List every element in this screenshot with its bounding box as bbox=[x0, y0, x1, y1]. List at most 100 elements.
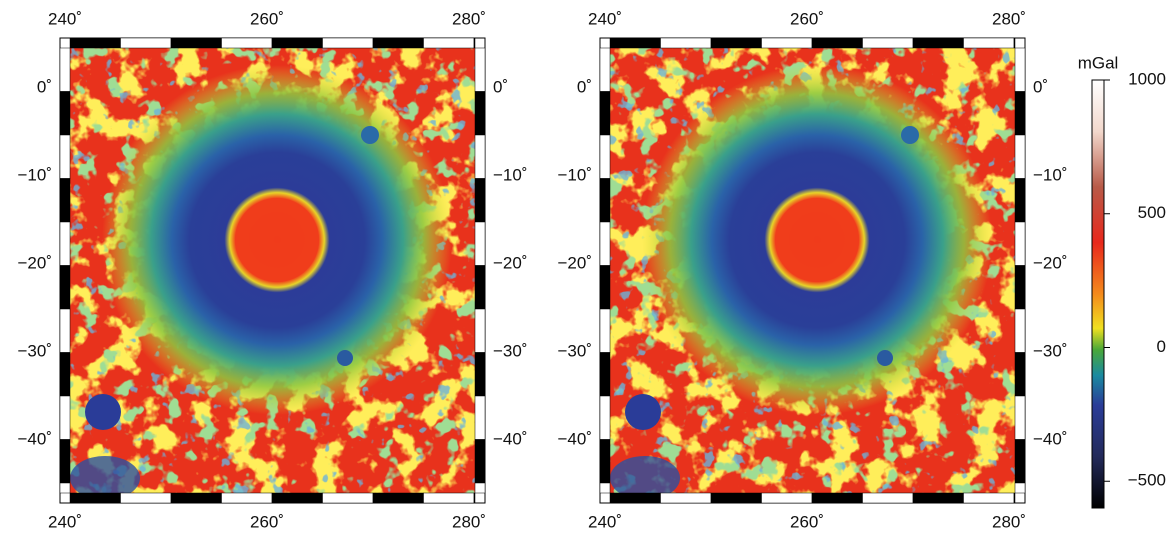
frame-segment bbox=[69, 492, 121, 504]
frame-segment bbox=[599, 308, 611, 353]
y-tick-label: −10˚ bbox=[558, 165, 593, 184]
frame-segment bbox=[811, 492, 863, 504]
frame-segment bbox=[1014, 352, 1026, 397]
frame-segment bbox=[221, 37, 273, 49]
frame-segment bbox=[59, 352, 71, 397]
y-tick-label: 0˚ bbox=[1033, 77, 1048, 96]
frame-segment bbox=[1014, 439, 1026, 484]
frame-segment bbox=[170, 37, 222, 49]
frame-segment bbox=[599, 395, 611, 440]
frame-segment bbox=[372, 37, 424, 49]
crater bbox=[901, 126, 919, 144]
y-tick-label: −20˚ bbox=[1033, 253, 1068, 272]
frame-segment bbox=[609, 492, 661, 504]
y-tick-label: 0˚ bbox=[37, 77, 52, 96]
colorbar-title: mGal bbox=[1078, 53, 1119, 72]
crater bbox=[361, 126, 379, 144]
x-tick-label: 280˚ bbox=[452, 512, 486, 531]
frame-segment bbox=[322, 492, 374, 504]
frame-segment bbox=[271, 37, 323, 49]
frame-segment bbox=[609, 37, 661, 49]
frame-segment bbox=[912, 492, 964, 504]
frame-segment bbox=[474, 265, 486, 310]
frame-segment bbox=[474, 482, 486, 494]
frame-segment bbox=[862, 492, 914, 504]
frame-segment bbox=[963, 492, 1015, 504]
frame-segment bbox=[372, 492, 424, 504]
frame-segment bbox=[423, 37, 475, 49]
frame-segment bbox=[599, 178, 611, 223]
frame-segment bbox=[1014, 47, 1026, 92]
colorbar-tick-label: −500 bbox=[1128, 471, 1166, 490]
map-panel: 240˚ 260˚ 280˚ 240˚ 260˚ 280˚ 0˚ −10˚ −20˚ −30˚ −4… bbox=[558, 9, 1068, 531]
x-tick-label: 260˚ bbox=[790, 512, 824, 531]
frame-segment bbox=[761, 37, 813, 49]
frame-segment bbox=[599, 134, 611, 179]
frame-segment bbox=[1013, 37, 1016, 49]
x-tick-label: 260˚ bbox=[250, 9, 284, 28]
y-tick-label: 0˚ bbox=[577, 77, 592, 96]
map-panel: 240˚ 260˚ 280˚ 240˚ 260˚ 280˚ 0˚ −10˚ −20˚ −30˚ −4… bbox=[18, 9, 528, 531]
frame-segment bbox=[69, 37, 121, 49]
gravity-map bbox=[70, 48, 475, 493]
y-tick-label: −30˚ bbox=[558, 341, 593, 360]
x-tick-label: 240˚ bbox=[48, 512, 82, 531]
frame-segment bbox=[599, 221, 611, 266]
x-tick-label: 240˚ bbox=[48, 9, 82, 28]
gravity-map bbox=[610, 48, 1015, 493]
frame-segment bbox=[474, 308, 486, 353]
frame-segment bbox=[271, 492, 323, 504]
frame-segment bbox=[1014, 308, 1026, 353]
frame-segment bbox=[474, 47, 486, 92]
frame-segment bbox=[710, 492, 762, 504]
frame-segment bbox=[473, 37, 476, 49]
frame-segment bbox=[59, 134, 71, 179]
x-tick-label: 280˚ bbox=[992, 9, 1026, 28]
frame-segment bbox=[59, 265, 71, 310]
crater bbox=[337, 350, 353, 366]
frame-segment bbox=[599, 47, 611, 92]
frame-segment bbox=[474, 395, 486, 440]
frame-segment bbox=[474, 352, 486, 397]
frame-segment bbox=[710, 37, 762, 49]
frame-segment bbox=[59, 91, 71, 136]
colorbar-tick-label: 500 bbox=[1138, 203, 1166, 222]
frame-segment bbox=[1014, 134, 1026, 179]
frame-segment bbox=[120, 492, 172, 504]
frame-segment bbox=[322, 37, 374, 49]
frame-segment bbox=[862, 37, 914, 49]
frame-segment bbox=[59, 178, 71, 223]
central-high bbox=[235, 198, 319, 282]
frame-segment bbox=[473, 492, 476, 504]
frame-segment bbox=[1014, 91, 1026, 136]
frame-segment bbox=[59, 221, 71, 266]
colorbar-tick-label: 0 bbox=[1157, 337, 1166, 356]
central-high bbox=[775, 198, 859, 282]
frame-segment bbox=[811, 37, 863, 49]
crater bbox=[85, 394, 121, 430]
frame-segment bbox=[170, 492, 222, 504]
y-tick-label: −10˚ bbox=[1033, 165, 1068, 184]
frame-segment bbox=[59, 439, 71, 484]
x-tick-label: 260˚ bbox=[790, 9, 824, 28]
frame-segment bbox=[1014, 178, 1026, 223]
colorbar-tick-label: 1000 bbox=[1128, 69, 1166, 88]
frame-segment bbox=[120, 37, 172, 49]
frame-segment bbox=[474, 221, 486, 266]
frame-segment bbox=[599, 352, 611, 397]
y-tick-label: −40˚ bbox=[18, 429, 53, 448]
x-tick-label: 240˚ bbox=[588, 512, 622, 531]
frame-segment bbox=[1014, 221, 1026, 266]
y-tick-label: −10˚ bbox=[18, 165, 53, 184]
frame-segment bbox=[660, 492, 712, 504]
y-tick-label: 0˚ bbox=[493, 77, 508, 96]
frame-segment bbox=[1014, 482, 1026, 494]
frame-segment bbox=[59, 47, 71, 92]
frame-segment bbox=[59, 395, 71, 440]
low-region bbox=[70, 456, 140, 493]
frame-segment bbox=[599, 439, 611, 484]
crater bbox=[877, 350, 893, 366]
y-tick-label: −40˚ bbox=[1033, 429, 1068, 448]
frame-segment bbox=[599, 91, 611, 136]
